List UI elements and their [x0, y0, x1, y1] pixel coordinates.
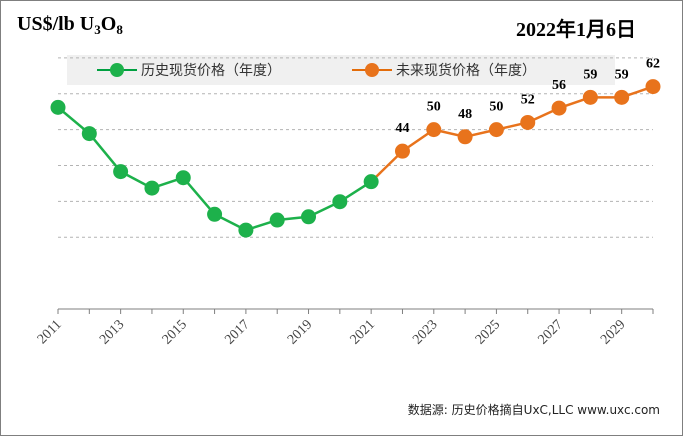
data-point-0-2015	[175, 170, 191, 186]
legend-label-historical: 历史现货价格（年度）	[141, 63, 281, 79]
data-point-1-2024	[457, 129, 473, 145]
legend-swatch-historical	[97, 63, 137, 77]
data-point-1-2029	[614, 89, 630, 105]
x-tick-label-2017: 2017	[222, 317, 252, 347]
legend-item-historical: 历史现货价格（年度）	[97, 59, 281, 81]
x-tick-label-2019: 2019	[285, 317, 315, 347]
data-point-0-2021	[363, 174, 379, 190]
x-tick-label-2023: 2023	[410, 317, 440, 347]
legend-swatch-forecast	[352, 63, 392, 77]
data-point-1-2027	[551, 100, 567, 116]
legend	[67, 55, 615, 85]
date-label: 2022年1月6日	[516, 19, 636, 41]
source-note: 数据源: 历史价格摘自UxC,LLC www.uxc.com	[407, 403, 660, 417]
data-label-2030: 62	[646, 57, 660, 72]
data-label-2023: 50	[427, 100, 441, 115]
data-point-0-2012	[81, 126, 97, 142]
data-point-0-2020	[332, 194, 348, 210]
data-point-0-2017	[238, 222, 254, 238]
data-label-2026: 52	[521, 92, 535, 107]
data-label-2025: 50	[489, 100, 503, 115]
data-label-2029: 59	[615, 67, 629, 82]
x-tick-label-2025: 2025	[473, 317, 503, 347]
data-label-2028: 59	[583, 67, 597, 82]
x-tick-label-2027: 2027	[535, 317, 565, 347]
data-point-1-2028	[582, 89, 598, 105]
x-tick-label-2011: 2011	[35, 317, 65, 347]
data-point-0-2016	[207, 206, 223, 222]
data-point-0-2013	[113, 164, 129, 180]
x-tick-label-2029: 2029	[598, 317, 628, 347]
data-point-1-2030	[645, 79, 661, 95]
data-point-0-2019	[301, 209, 317, 225]
data-point-1-2023	[426, 122, 442, 138]
data-point-0-2014	[144, 180, 160, 196]
data-point-0-2011	[50, 99, 66, 115]
x-tick-label-2021: 2021	[348, 317, 378, 347]
legend-label-forecast: 未来现货价格（年度）	[396, 63, 536, 79]
data-point-0-2018	[269, 212, 285, 228]
data-label-2027: 56	[552, 78, 566, 93]
data-label-2022: 44	[395, 121, 409, 136]
x-tick-label-2013: 2013	[97, 317, 127, 347]
data-label-2024: 48	[458, 107, 472, 122]
data-point-1-2025	[488, 122, 504, 138]
data-point-1-2026	[520, 114, 536, 130]
legend-item-forecast: 未来现货价格（年度）	[352, 59, 536, 81]
data-point-1-2022	[394, 143, 410, 159]
x-tick-label-2015: 2015	[160, 317, 190, 347]
series-line-1	[370, 85, 654, 183]
unit-label: US$/lb U3O8	[17, 13, 123, 37]
